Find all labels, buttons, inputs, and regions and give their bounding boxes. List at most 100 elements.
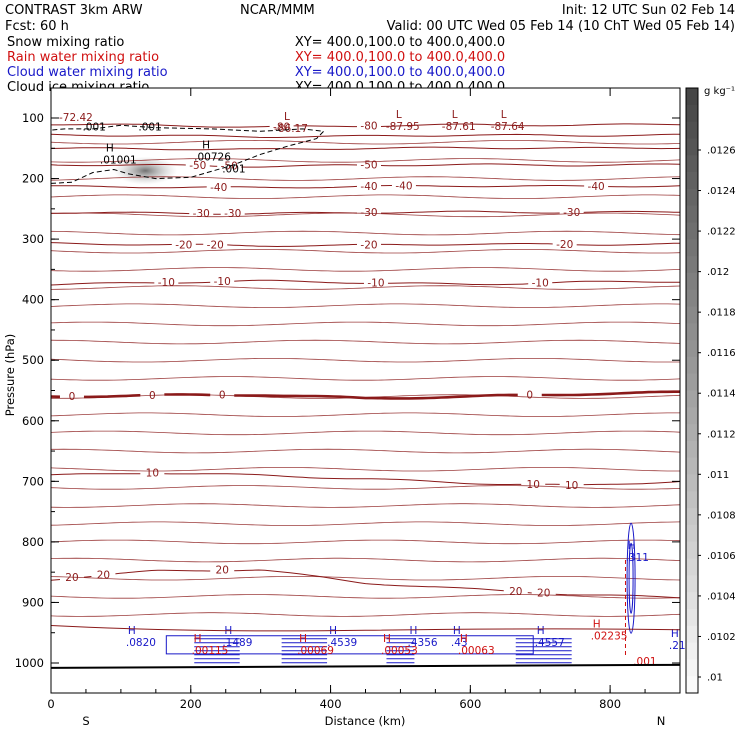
temperature-contour-minor — [50, 194, 681, 199]
legend-field-name: Snow mixing ratio — [7, 35, 124, 50]
header-init-time: Init: 12 UTC Sun 02 Feb 14 — [562, 3, 735, 18]
colorbar-label: .0114 — [707, 389, 736, 400]
contour-label-bg — [503, 584, 528, 597]
temperature-contour-label: 20 — [509, 586, 522, 598]
cloud-water-max-value: .0820 — [126, 637, 156, 649]
colorbar-label: .0116 — [707, 348, 736, 359]
colorbar-swatch — [686, 239, 698, 257]
colorbar-swatch — [686, 524, 698, 543]
temperature-contour-minor — [50, 158, 681, 163]
contour-label-bg — [210, 275, 235, 288]
x-start-label: S — [82, 714, 89, 728]
y-tick-label: 900 — [22, 595, 44, 609]
temperature-min-marker: L — [501, 109, 507, 121]
y-tick-label: 600 — [22, 414, 44, 428]
x-tick-label: 400 — [320, 697, 342, 711]
colorbar-swatch — [686, 491, 698, 509]
colorbar-swatch — [686, 306, 698, 324]
contour-label-bg — [210, 388, 235, 401]
x-tick-label: 800 — [599, 697, 621, 711]
colorbar-swatch — [686, 121, 698, 139]
y-tick-label: 300 — [22, 232, 44, 246]
cloud-water-max-value: .4539 — [327, 637, 357, 649]
colorbar-label: .0102 — [707, 632, 736, 643]
temperature-contour-label: 20 — [537, 587, 550, 599]
rain-water-max-value: .02235 — [591, 631, 628, 643]
contour-label-bg — [521, 478, 546, 491]
colorbar-label: .0108 — [707, 510, 736, 521]
temperature-contour-minor — [50, 594, 681, 599]
ground-line — [50, 663, 681, 669]
colorbar-swatch — [686, 592, 698, 610]
temperature-contour-minor — [50, 612, 681, 617]
temperature-contour-label: -50 — [360, 160, 377, 172]
temperature-contour-minor — [50, 176, 681, 181]
contour-label-bg — [189, 206, 214, 219]
colorbar-swatch — [686, 205, 698, 223]
colorbar-swatch — [686, 440, 698, 459]
temperature-contour-minor — [50, 249, 681, 254]
temperature-contour-label: -10 — [367, 277, 384, 289]
temperature-contour-minor — [51, 448, 681, 454]
temperature-min-value: -86.17 — [274, 123, 308, 135]
temperature-contour-minor — [50, 485, 681, 490]
temperature-min-marker: L — [284, 111, 290, 123]
temperature-contour-minor — [51, 394, 681, 399]
rain-water-max-marker: H — [299, 633, 307, 645]
colorbar-swatch — [686, 642, 698, 660]
contour-label-bg — [391, 179, 416, 192]
temperature-min-value: -87.61 — [442, 121, 476, 133]
temperature-corner-value: -72.42 — [59, 112, 93, 124]
snow-contour — [50, 124, 325, 184]
x-tick-label: 0 — [47, 697, 54, 711]
x-axis-title: Distance (km) — [325, 714, 406, 728]
y-tick-label: 400 — [22, 293, 44, 307]
colorbar-swatch — [686, 356, 698, 375]
temperature-contour-minor — [50, 576, 681, 581]
colorbar-swatch — [686, 390, 698, 408]
temperature-contour-minor — [50, 467, 680, 472]
temperature-contour-minor — [50, 412, 680, 417]
temperature-contour — [50, 569, 681, 599]
colorbar-swatch — [686, 323, 698, 341]
y-tick-label: 800 — [22, 535, 44, 549]
colorbar-swatch — [686, 457, 698, 476]
cloud-water-column — [626, 522, 636, 634]
temperature-contour-label: -30 — [224, 208, 241, 220]
contour-label-bg — [559, 205, 584, 218]
colorbar-swatch — [686, 88, 698, 106]
temperature-contour-minor — [50, 339, 681, 345]
colorbar-swatch — [686, 541, 698, 560]
temperature-contour-minor — [50, 230, 681, 236]
temperature-min-value: -87.95 — [386, 121, 420, 133]
contour-label-bg — [91, 568, 116, 581]
cloud-water-max-marker: H — [671, 628, 679, 640]
rain-water-max-marker: H — [593, 619, 601, 631]
cloud-water-outline — [165, 635, 534, 655]
cloud-water-max-marker: H — [537, 625, 545, 637]
rain-water-max-marker: H — [194, 633, 202, 645]
cloud-water-column — [628, 542, 634, 614]
temperature-contour-minor — [50, 430, 681, 436]
cloud-water-max-marker: H — [628, 540, 636, 552]
ice-max-marker: H — [106, 142, 114, 154]
contour-label-bg — [363, 276, 388, 289]
temperature-contour-minor — [50, 303, 681, 308]
contour-label-bg — [584, 179, 609, 192]
temperature-contour-minor — [50, 358, 680, 363]
colorbar-label: .0104 — [707, 591, 736, 602]
temperature-contour-minor — [50, 321, 681, 327]
temperature-contour-label: -50 — [221, 161, 238, 173]
colorbar-swatch — [686, 104, 698, 123]
temperature-contour-label: -20 — [360, 240, 377, 252]
y-tick-label: 700 — [22, 474, 44, 488]
ice-max-value: .01001 — [100, 154, 137, 166]
contour-label-bg — [140, 388, 165, 401]
colorbar-units: g kg⁻¹ — [704, 86, 735, 97]
temperature-contour-label: 20 — [65, 572, 78, 584]
header-left-title: CONTRAST 3km ARW — [5, 3, 143, 18]
colorbar-swatch — [686, 424, 698, 442]
rain-water-max-value: .00053 — [381, 645, 418, 657]
rain-water-max-value: .00063 — [458, 645, 495, 657]
contour-label-bg — [356, 238, 381, 251]
